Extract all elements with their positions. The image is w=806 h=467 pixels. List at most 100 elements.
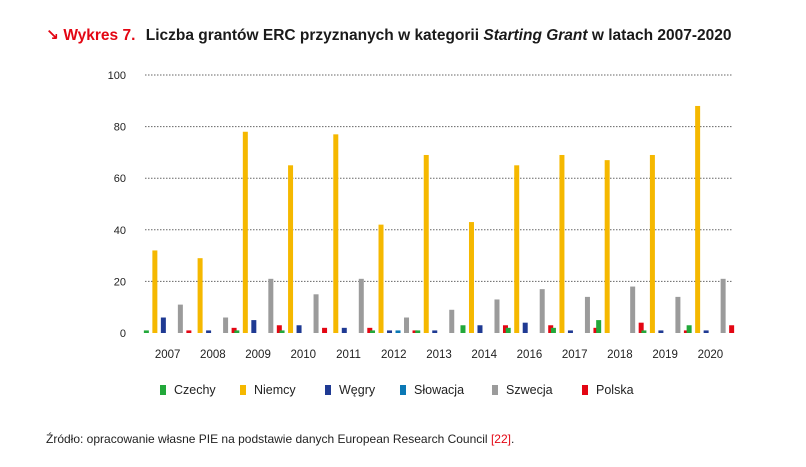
bar-niemcy-2007 bbox=[152, 250, 158, 333]
source-reference-link[interactable]: [22] bbox=[490, 432, 511, 446]
bar-węgry-2008 bbox=[206, 330, 212, 333]
y-tick-label: 20 bbox=[114, 276, 126, 288]
bar-szwecja-2007 bbox=[177, 304, 183, 333]
bar-czechy-2019 bbox=[641, 330, 647, 333]
bar-szwecja-2012 bbox=[404, 317, 410, 333]
x-tick-label: 2011 bbox=[336, 349, 361, 361]
legend-label: Węgry bbox=[339, 383, 376, 397]
bar-słowacja-2012 bbox=[395, 330, 401, 333]
bar-szwecja-2011 bbox=[358, 278, 364, 333]
bar-szwecja-2018 bbox=[630, 286, 636, 333]
legend-label: Słowacja bbox=[414, 383, 465, 397]
x-tick-label: 2014 bbox=[471, 349, 497, 361]
title-prefix: Liczba grantów ERC przyznanych w kategor… bbox=[145, 27, 480, 44]
bar-czechy-2013 bbox=[415, 330, 421, 333]
bar-węgry-2007 bbox=[160, 317, 166, 333]
x-tick-label: 2009 bbox=[245, 349, 271, 361]
bar-czechy-2016 bbox=[505, 327, 511, 333]
bar-polska-2017 bbox=[593, 327, 599, 333]
legend-item: Polska bbox=[582, 383, 634, 397]
bar-czechy-2020 bbox=[686, 325, 692, 333]
bar-szwecja-2013 bbox=[449, 309, 455, 333]
bar-niemcy-2020 bbox=[695, 105, 701, 334]
legend-label: Polska bbox=[596, 383, 634, 397]
bar-szwecja-2010 bbox=[313, 294, 319, 333]
legend-label: Szwecja bbox=[506, 383, 553, 397]
y-tick-label: 60 bbox=[114, 173, 126, 185]
bar-niemcy-2018 bbox=[604, 160, 610, 333]
bar-szwecja-2009 bbox=[268, 278, 274, 333]
chart-legend: Czechy Niemcy Węgry Słowacja Szwecja Polska bbox=[0, 383, 806, 403]
source-note: Źródło: opracowanie własne PIE na podsta… bbox=[46, 432, 514, 446]
legend-item: Szwecja bbox=[492, 383, 553, 397]
bar-niemcy-2019 bbox=[649, 154, 655, 333]
bar-polska-2020 bbox=[729, 325, 735, 333]
legend-swatch bbox=[160, 385, 166, 395]
legend-swatch bbox=[492, 385, 498, 395]
title-suffix: w latach 2007-2020 bbox=[591, 27, 732, 44]
bar-węgry-2013 bbox=[432, 330, 438, 333]
bar-węgry-2009 bbox=[251, 320, 257, 333]
bar-czechy-2010 bbox=[279, 330, 285, 333]
bar-szwecja-2016 bbox=[539, 289, 545, 333]
bar-polska-2008 bbox=[231, 327, 237, 333]
legend-item: Węgry bbox=[325, 383, 375, 397]
bar-szwecja-2020 bbox=[720, 278, 726, 333]
bar-węgry-2016 bbox=[522, 322, 528, 333]
x-tick-label: 2007 bbox=[155, 349, 181, 361]
source-end: . bbox=[510, 432, 515, 446]
bar-polska-2019 bbox=[683, 330, 689, 333]
x-tick-label: 2020 bbox=[698, 349, 724, 361]
bar-węgry-2019 bbox=[658, 330, 664, 333]
y-tick-label: 80 bbox=[114, 122, 126, 134]
x-tick-label: 2016 bbox=[517, 349, 543, 361]
bar-szwecja-2017 bbox=[584, 296, 590, 333]
bar-polska-2009 bbox=[276, 325, 282, 333]
bar-węgry-2011 bbox=[341, 327, 347, 333]
bar-czechy-2018 bbox=[596, 320, 602, 333]
bar-czechy-2009 bbox=[234, 330, 240, 333]
bar-niemcy-2011 bbox=[333, 134, 339, 333]
bar-polska-2011 bbox=[367, 327, 373, 333]
legend-item: Słowacja bbox=[400, 383, 464, 397]
legend-swatch bbox=[582, 385, 588, 395]
bar-polska-2014 bbox=[502, 325, 508, 333]
bar-czechy-2014 bbox=[460, 325, 466, 333]
figure-number: Wykres 7. bbox=[63, 27, 136, 44]
x-tick-label: 2008 bbox=[200, 349, 226, 361]
chart-title: ↘ Wykres 7. Liczba grantów ERC przyznany… bbox=[46, 26, 731, 45]
bar-niemcy-2009 bbox=[242, 131, 248, 333]
bar-węgry-2010 bbox=[296, 325, 302, 333]
y-tick-label: 40 bbox=[114, 225, 126, 237]
bar-szwecja-2008 bbox=[223, 317, 229, 333]
legend-label: Niemcy bbox=[254, 383, 296, 397]
bar-węgry-2014 bbox=[477, 325, 483, 333]
bar-szwecja-2019 bbox=[675, 296, 681, 333]
legend-swatch bbox=[240, 385, 246, 395]
legend-swatch bbox=[325, 385, 331, 395]
bar-niemcy-2012 bbox=[378, 224, 384, 333]
bar-niemcy-2008 bbox=[197, 258, 203, 333]
x-tick-label: 2012 bbox=[381, 349, 407, 361]
y-tick-label: 100 bbox=[108, 70, 126, 82]
bar-polska-2010 bbox=[322, 327, 328, 333]
bar-węgry-2017 bbox=[567, 330, 573, 333]
bar-czechy-2017 bbox=[550, 327, 556, 333]
bar-niemcy-2016 bbox=[514, 165, 520, 333]
bar-węgry-2012 bbox=[387, 330, 393, 333]
bar-czechy-2012 bbox=[370, 330, 376, 333]
x-tick-label: 2013 bbox=[426, 349, 452, 361]
legend-item: Czechy bbox=[160, 383, 216, 397]
x-tick-label: 2010 bbox=[291, 349, 317, 361]
bar-szwecja-2014 bbox=[494, 299, 500, 333]
source-text: Źródło: opracowanie własne PIE na podsta… bbox=[46, 432, 488, 446]
bar-węgry-2020 bbox=[703, 330, 709, 333]
x-tick-label: 2019 bbox=[652, 349, 678, 361]
bar-niemcy-2014 bbox=[468, 222, 474, 333]
x-tick-label: 2018 bbox=[607, 349, 633, 361]
bar-niemcy-2013 bbox=[423, 154, 429, 333]
arrow-down-right-icon: ↘ bbox=[46, 27, 59, 44]
x-tick-label: 2017 bbox=[562, 349, 588, 361]
legend-swatch bbox=[400, 385, 406, 395]
